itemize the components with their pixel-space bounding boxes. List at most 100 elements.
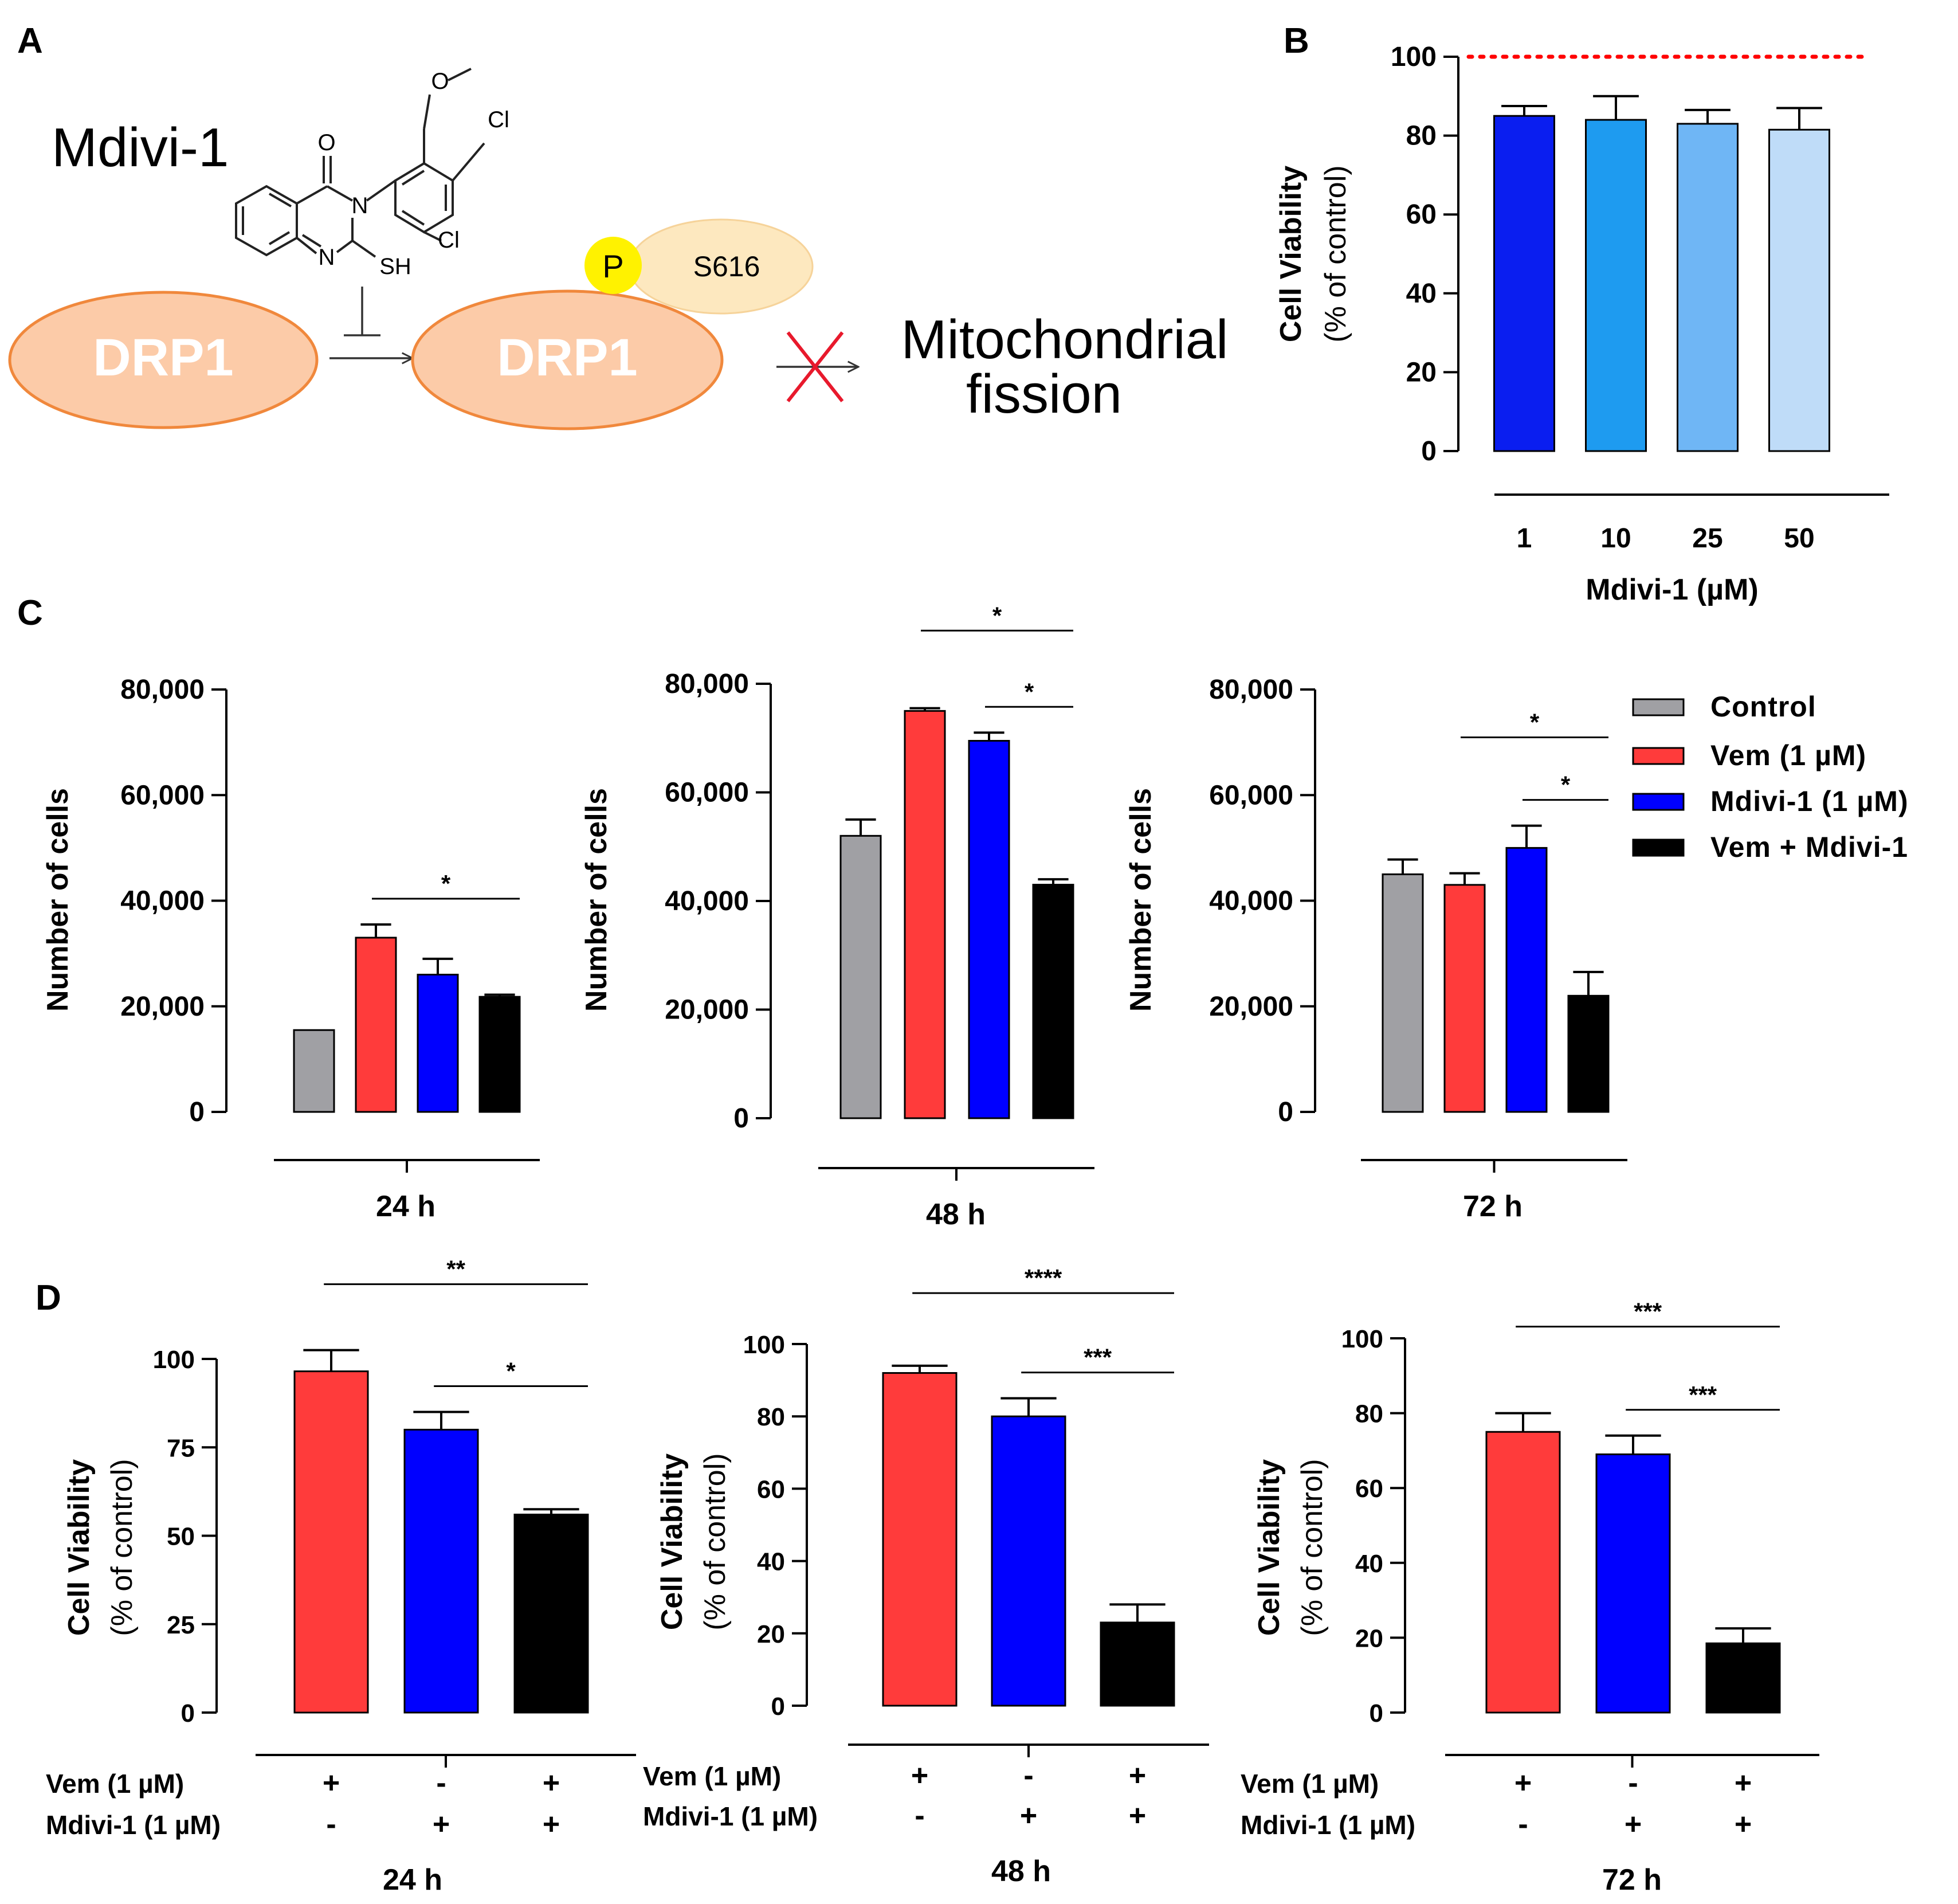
drp1-phosphorylated [411, 289, 724, 430]
bar [1505, 847, 1548, 1113]
treatment-mark: + [1129, 1799, 1146, 1832]
treatment-row-label: Mdivi-1 (1 µM) [643, 1801, 818, 1831]
significance-label: * [1561, 771, 1571, 798]
atom-o-carbonyl: O [317, 130, 335, 155]
bar [478, 996, 521, 1113]
chart-b-viability: 0 20 40 60 80 100 Cell Viability (% of control)… [1274, 42, 1889, 606]
mechanism-diagram: Mdivi-1 [8, 68, 1229, 430]
treatment-mark: - [436, 1766, 446, 1800]
treatment-mark: + [433, 1808, 450, 1841]
bar [403, 1428, 479, 1714]
y-tick-label: 0 [189, 1097, 205, 1127]
bar [1595, 1453, 1671, 1714]
y-tick-label: 100 [1341, 1325, 1383, 1353]
treatment-mark: + [543, 1808, 560, 1841]
chart-d-48h: 0 20 40 60 80 100 Cell Viability (% of control)… [643, 1264, 1209, 1888]
y-tick-label: 80 [1355, 1400, 1383, 1428]
atom-n3: N [352, 193, 368, 218]
treatment-mark: + [1735, 1766, 1752, 1800]
y-tick-label: 60,000 [665, 778, 749, 808]
x-tick-label: 10 [1600, 523, 1631, 554]
atom-cl-top: Cl [488, 107, 509, 132]
bar [1705, 1642, 1781, 1714]
y-tick-label: 25 [167, 1611, 195, 1639]
treatment-row-label: Vem (1 µM) [643, 1761, 781, 1791]
treatment-row-label: Vem (1 µM) [1241, 1769, 1379, 1799]
treatment-mark: + [323, 1766, 340, 1800]
mdivi1-structure [235, 68, 485, 258]
y-tick-label: 0 [181, 1699, 195, 1727]
chart-c-48h: 0 20,000 40,000 60,000 80,000 Number of cells… [580, 602, 1094, 1231]
group-label: 24 h [376, 1190, 435, 1223]
y-axis-sublabel: (% of control) [1296, 1459, 1329, 1636]
bar [293, 1370, 369, 1714]
y-tick-label: 50 [167, 1523, 195, 1551]
group-label: 72 h [1602, 1863, 1662, 1897]
y-tick-label: 60,000 [120, 780, 205, 810]
bar [1677, 123, 1739, 452]
y-tick-label: 100 [1391, 42, 1437, 72]
drp1-label-left: DRP1 [93, 328, 233, 387]
bar [968, 739, 1010, 1119]
y-tick-label: 40 [757, 1548, 785, 1576]
inhibition-symbol [344, 287, 380, 336]
significance-label: **** [1025, 1264, 1062, 1291]
y-axis-sublabel: (% of control) [699, 1453, 732, 1630]
legend-swatch [1632, 747, 1685, 765]
bar [1585, 119, 1647, 452]
treatment-mark: + [1129, 1759, 1146, 1792]
treatment-row-label: Vem (1 µM) [46, 1769, 184, 1799]
y-tick-label: 20 [1406, 357, 1437, 387]
x-tick-label: 25 [1692, 523, 1722, 554]
bar [355, 937, 397, 1113]
y-tick-label: 0 [733, 1103, 749, 1134]
y-tick-label: 40 [1355, 1550, 1383, 1578]
treatment-mark: + [1625, 1808, 1642, 1841]
y-tick-label: 20,000 [1209, 992, 1293, 1022]
block-x-icon [786, 331, 844, 402]
y-tick-label: 40,000 [1209, 886, 1293, 916]
y-tick-label: 60 [757, 1475, 785, 1503]
treatment-mark: - [1628, 1766, 1638, 1800]
panel-label-c: C [17, 593, 43, 633]
y-tick-label: 0 [1421, 436, 1437, 467]
treatment-mark: - [915, 1799, 924, 1832]
panel-label-d: D [36, 1278, 61, 1318]
group-label: 72 h [1463, 1190, 1523, 1223]
y-tick-label: 80 [757, 1403, 785, 1431]
atom-n1: N [319, 245, 335, 270]
drp1-label-right: DRP1 [497, 328, 637, 387]
y-tick-label: 60,000 [1209, 780, 1293, 810]
significance-label: * [992, 602, 1002, 629]
s616-label: S616 [693, 250, 760, 283]
bar [293, 1029, 335, 1113]
bar [1567, 994, 1610, 1113]
y-tick-label: 40 [1406, 279, 1437, 309]
outcome-line1: Mitochondrial [901, 309, 1229, 370]
treatment-mark: + [1020, 1799, 1037, 1832]
y-tick-label: 40,000 [120, 886, 205, 916]
treatment-row-label: Mdivi-1 (1 µM) [46, 1810, 221, 1840]
bar [1032, 884, 1074, 1119]
treatment-mark: + [543, 1766, 560, 1800]
group-label: 48 h [926, 1198, 986, 1231]
y-axis-sublabel: (% of control) [1319, 165, 1352, 342]
atom-o-methoxy: O [431, 69, 449, 94]
y-tick-label: 100 [743, 1331, 785, 1359]
treatment-mark: + [911, 1759, 928, 1792]
y-tick-label: 40,000 [665, 886, 749, 916]
y-tick-label: 80,000 [665, 669, 749, 699]
y-axis-label: Number of cells [580, 788, 613, 1012]
legend-label: Vem (1 µM) [1710, 739, 1866, 771]
y-tick-label: 60 [1355, 1475, 1383, 1503]
chart-d-24h: 0 25 50 75 100 Cell Viability (% of control) 24… [46, 1256, 636, 1897]
legend-swatch [1632, 793, 1685, 811]
legend-label: Mdivi-1 (1 µM) [1710, 785, 1909, 817]
legend: Control Vem (1 µM) Mdivi-1 (1 µM) Vem + Mdi… [1632, 691, 1909, 863]
significance-label: ** [446, 1256, 465, 1283]
treatment-mark: - [1023, 1759, 1033, 1792]
y-tick-label: 0 [1370, 1699, 1383, 1727]
y-tick-label: 60 [1406, 199, 1437, 230]
bar [1443, 884, 1486, 1113]
y-tick-label: 20 [757, 1620, 785, 1648]
